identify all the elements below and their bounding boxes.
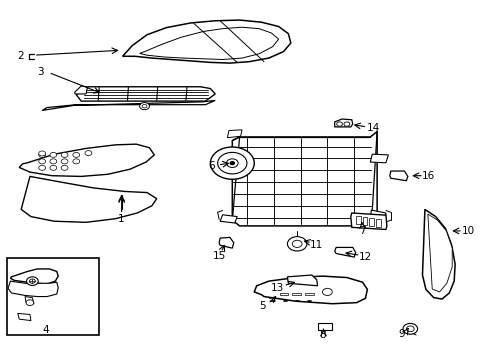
Polygon shape (220, 215, 237, 223)
FancyBboxPatch shape (279, 293, 288, 296)
Polygon shape (254, 276, 366, 304)
Text: 15: 15 (212, 251, 225, 261)
Polygon shape (427, 214, 451, 292)
Polygon shape (76, 87, 215, 101)
Text: 11: 11 (309, 239, 323, 249)
Polygon shape (19, 144, 154, 176)
Text: 16: 16 (421, 171, 434, 181)
Circle shape (343, 122, 349, 126)
FancyBboxPatch shape (355, 216, 360, 224)
Circle shape (50, 159, 57, 164)
Polygon shape (389, 171, 407, 181)
Circle shape (226, 159, 238, 167)
Text: 6: 6 (207, 161, 214, 171)
Polygon shape (227, 130, 242, 138)
Circle shape (322, 288, 331, 296)
Text: 2: 2 (17, 51, 23, 61)
Text: 1: 1 (118, 214, 124, 224)
Text: 14: 14 (366, 123, 379, 133)
Text: 10: 10 (461, 226, 474, 236)
Polygon shape (42, 100, 215, 111)
Polygon shape (232, 132, 376, 226)
Polygon shape (350, 213, 386, 229)
Circle shape (26, 300, 34, 306)
Text: 7: 7 (359, 226, 365, 236)
Polygon shape (369, 154, 387, 163)
FancyBboxPatch shape (375, 219, 380, 226)
Polygon shape (75, 86, 87, 94)
Circle shape (39, 159, 45, 164)
Text: 13: 13 (270, 283, 284, 293)
Circle shape (140, 103, 149, 110)
Circle shape (336, 122, 342, 126)
Polygon shape (10, 269, 58, 284)
FancyBboxPatch shape (305, 293, 313, 296)
Circle shape (406, 326, 413, 332)
Text: 5: 5 (258, 301, 265, 311)
Polygon shape (334, 119, 352, 127)
Polygon shape (21, 176, 157, 222)
Polygon shape (287, 275, 317, 286)
Polygon shape (122, 20, 290, 63)
Circle shape (217, 152, 246, 174)
Polygon shape (25, 297, 34, 304)
Circle shape (26, 277, 38, 285)
Text: 8: 8 (319, 330, 325, 340)
Circle shape (61, 159, 68, 164)
Polygon shape (219, 237, 233, 248)
Polygon shape (334, 247, 355, 257)
FancyBboxPatch shape (292, 293, 301, 296)
FancyBboxPatch shape (368, 218, 373, 226)
FancyBboxPatch shape (6, 258, 99, 335)
Circle shape (73, 159, 80, 164)
Circle shape (402, 323, 417, 334)
Circle shape (142, 104, 147, 108)
Circle shape (73, 152, 80, 157)
Circle shape (39, 165, 45, 170)
Circle shape (287, 237, 306, 251)
Circle shape (39, 151, 45, 156)
Polygon shape (18, 314, 31, 320)
FancyBboxPatch shape (362, 217, 366, 225)
Circle shape (61, 165, 68, 170)
Polygon shape (422, 210, 454, 299)
Circle shape (85, 150, 92, 156)
Circle shape (50, 152, 57, 157)
Circle shape (29, 279, 35, 283)
Circle shape (210, 147, 254, 179)
Circle shape (50, 165, 57, 170)
Polygon shape (8, 281, 58, 297)
Polygon shape (369, 210, 385, 222)
Circle shape (229, 161, 234, 165)
Text: 4: 4 (42, 325, 49, 335)
Polygon shape (246, 159, 261, 166)
Text: 9: 9 (397, 329, 404, 339)
Circle shape (39, 152, 45, 157)
Circle shape (61, 152, 68, 157)
Text: 12: 12 (358, 252, 371, 262)
Text: 3: 3 (37, 67, 44, 77)
FancyBboxPatch shape (317, 323, 331, 330)
Circle shape (292, 240, 302, 247)
Polygon shape (140, 27, 278, 59)
